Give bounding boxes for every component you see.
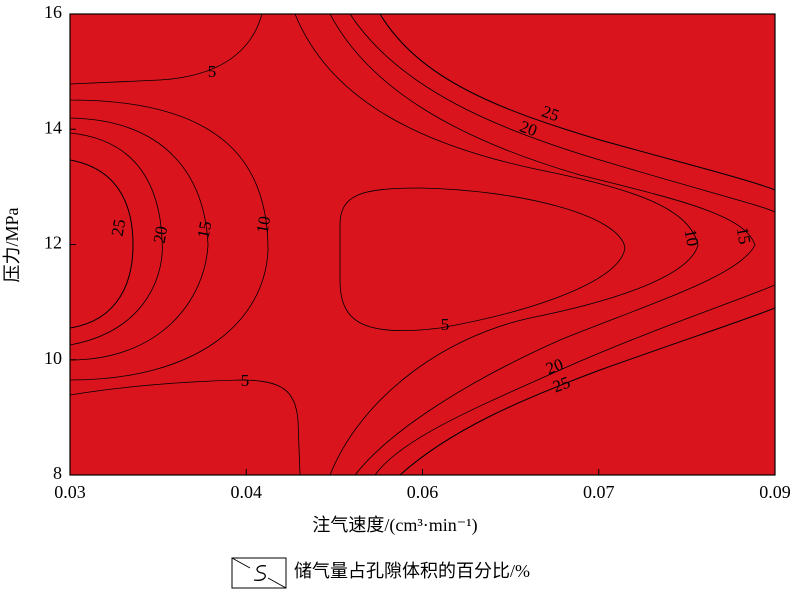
y-axis-label: 压力/MPa — [2, 207, 22, 282]
band-region — [70, 14, 263, 85]
contour-label: 25 — [550, 373, 572, 397]
x-tick-label: 0.09 — [759, 482, 791, 502]
contour-line — [399, 307, 775, 475]
contour-label: 20 — [150, 225, 172, 245]
x-tick-label: 0.06 — [407, 482, 439, 502]
contour-line — [70, 159, 134, 329]
contour-label: 10 — [681, 228, 703, 248]
band-region — [70, 379, 301, 475]
band-region — [339, 187, 626, 332]
band-region — [70, 14, 699, 475]
x-tick-label: 0.04 — [231, 482, 263, 502]
band-region — [70, 14, 775, 475]
contour-label: 20 — [543, 355, 565, 379]
contour-label: 5 — [208, 62, 217, 81]
band-region — [70, 14, 775, 475]
y-tick-label: 16 — [44, 2, 62, 22]
y-tick-label: 8 — [53, 463, 62, 483]
legend: 储气量占孔隙体积的百分比/% — [231, 557, 530, 589]
legend-line — [231, 557, 251, 569]
y-tick-label: 10 — [44, 348, 62, 368]
band-region — [70, 14, 756, 475]
x-axis-label: 注气速度/(cm³·min⁻¹) — [312, 515, 477, 536]
contour-label: 25 — [539, 102, 561, 126]
x-tick-label: 0.07 — [583, 482, 615, 502]
contour-label: 10 — [253, 215, 275, 235]
contour-line — [379, 14, 775, 191]
legend-line — [267, 577, 287, 589]
contour-label: 25 — [108, 218, 130, 238]
contour-label: 15 — [733, 226, 755, 246]
legend-symbol — [253, 565, 267, 581]
contour-label: 15 — [194, 220, 216, 240]
y-tick-label: 12 — [44, 233, 62, 253]
contour-label: 20 — [517, 117, 539, 141]
contour-label: 5 — [241, 371, 250, 390]
x-tick-label: 0.03 — [54, 482, 86, 502]
legend-label: 储气量占孔隙体积的百分比/% — [294, 561, 530, 581]
contour-label: 5 — [441, 315, 450, 334]
y-tick-label: 14 — [44, 117, 62, 137]
